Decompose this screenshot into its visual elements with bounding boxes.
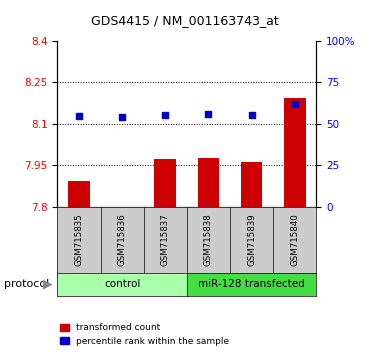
Text: control: control: [104, 279, 140, 289]
Text: GSM715839: GSM715839: [247, 213, 256, 266]
Text: GSM715837: GSM715837: [161, 213, 170, 266]
Point: [292, 101, 298, 107]
Bar: [68, 181, 90, 207]
Text: GSM715838: GSM715838: [204, 213, 213, 266]
Bar: [111, 206, 133, 207]
Text: protocol: protocol: [4, 279, 49, 289]
Point: [162, 112, 168, 118]
Point: [119, 114, 125, 120]
Text: GSM715835: GSM715835: [74, 213, 83, 266]
Text: GDS4415 / NM_001163743_at: GDS4415 / NM_001163743_at: [91, 14, 279, 27]
Point: [249, 112, 255, 118]
Point: [76, 113, 82, 118]
Text: GSM715836: GSM715836: [118, 213, 127, 266]
Bar: [155, 159, 176, 207]
Text: ▶: ▶: [43, 278, 52, 291]
Legend: transformed count, percentile rank within the sample: transformed count, percentile rank withi…: [56, 320, 233, 349]
Bar: [198, 158, 219, 207]
Text: GSM715840: GSM715840: [290, 213, 299, 266]
Bar: [284, 98, 306, 207]
Text: miR-128 transfected: miR-128 transfected: [198, 279, 305, 289]
Bar: [241, 162, 262, 207]
Point: [205, 111, 211, 117]
